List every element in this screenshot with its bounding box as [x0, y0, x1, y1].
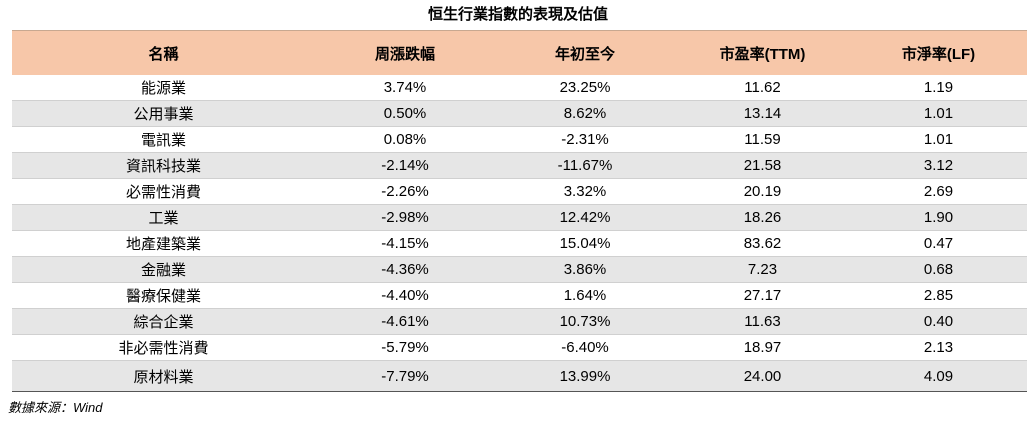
value-cell: 24.00	[675, 360, 850, 392]
value-cell: 13.14	[675, 100, 850, 127]
value-cell: 0.08%	[315, 126, 495, 153]
value-cell: 18.97	[675, 334, 850, 361]
value-cell: 1.19	[850, 75, 1027, 101]
value-cell: -4.15%	[315, 230, 495, 257]
table-row: 金融業 -4.36% 3.86% 7.23 0.68	[12, 256, 1027, 283]
header-cell: 市淨率(LF)	[850, 30, 1027, 75]
table-row: 能源業 3.74% 23.25% 11.62 1.19	[12, 75, 1027, 101]
value-cell: 21.58	[675, 152, 850, 179]
table-row: 綜合企業 -4.61% 10.73% 11.63 0.40	[12, 308, 1027, 335]
value-cell: 27.17	[675, 282, 850, 309]
value-cell: 0.68	[850, 256, 1027, 283]
sector-name: 非必需性消費	[12, 334, 315, 361]
value-cell: -4.36%	[315, 256, 495, 283]
table-row: 電訊業 0.08% -2.31% 11.59 1.01	[12, 126, 1027, 153]
value-cell: -7.79%	[315, 360, 495, 392]
value-cell: 11.62	[675, 75, 850, 101]
table-body: 能源業 3.74% 23.25% 11.62 1.19 公用事業 0.50% 8.62% 13.…	[12, 75, 1027, 392]
table-row: 必需性消費 -2.26% 3.32% 20.19 2.69	[12, 178, 1027, 205]
data-table: 名稱 周漲跌幅 年初至今 市盈率(TTM) 市淨率(LF) 能源業 3.74% 23.25%…	[12, 30, 1027, 392]
value-cell: 3.86%	[495, 256, 675, 283]
value-cell: 0.47	[850, 230, 1027, 257]
value-cell: -11.67%	[495, 152, 675, 179]
sector-name: 電訊業	[12, 126, 315, 153]
sector-name: 醫療保健業	[12, 282, 315, 309]
value-cell: 11.63	[675, 308, 850, 335]
table-row: 資訊科技業 -2.14% -11.67% 21.58 3.12	[12, 152, 1027, 179]
value-cell: -4.40%	[315, 282, 495, 309]
table-row: 非必需性消費 -5.79% -6.40% 18.97 2.13	[12, 334, 1027, 361]
value-cell: 7.23	[675, 256, 850, 283]
sector-name: 原材料業	[12, 360, 315, 392]
sector-name: 公用事業	[12, 100, 315, 127]
sector-name: 地產建築業	[12, 230, 315, 257]
header-cell: 周漲跌幅	[315, 30, 495, 75]
header-cell: 年初至今	[495, 30, 675, 75]
value-cell: -4.61%	[315, 308, 495, 335]
value-cell: 1.01	[850, 100, 1027, 127]
table-title: 恒生行業指數的表現及估值	[427, 6, 608, 23]
value-cell: -2.98%	[315, 204, 495, 231]
sector-name: 資訊科技業	[12, 152, 315, 179]
value-cell: 15.04%	[495, 230, 675, 257]
value-cell: 11.59	[675, 126, 850, 153]
sector-name: 必需性消費	[12, 178, 315, 205]
value-cell: 2.69	[850, 178, 1027, 205]
table-row: 公用事業 0.50% 8.62% 13.14 1.01	[12, 100, 1027, 127]
value-cell: -2.14%	[315, 152, 495, 179]
value-cell: 83.62	[675, 230, 850, 257]
sector-name: 金融業	[12, 256, 315, 283]
header-cell: 市盈率(TTM)	[675, 30, 850, 75]
header-row: 名稱 周漲跌幅 年初至今 市盈率(TTM) 市淨率(LF)	[12, 30, 1027, 75]
value-cell: 10.73%	[495, 308, 675, 335]
sector-name: 能源業	[12, 75, 315, 101]
value-cell: 0.50%	[315, 100, 495, 127]
sector-name: 綜合企業	[12, 308, 315, 335]
value-cell: 1.90	[850, 204, 1027, 231]
value-cell: 3.32%	[495, 178, 675, 205]
value-cell: 4.09	[850, 360, 1027, 392]
value-cell: 23.25%	[495, 75, 675, 101]
value-cell: 1.01	[850, 126, 1027, 153]
value-cell: 18.26	[675, 204, 850, 231]
source-note: 數據來源：Wind	[8, 400, 103, 415]
table-row: 工業 -2.98% 12.42% 18.26 1.90	[12, 204, 1027, 231]
value-cell: 3.74%	[315, 75, 495, 101]
value-cell: 3.12	[850, 152, 1027, 179]
value-cell: -2.26%	[315, 178, 495, 205]
table-row: 原材料業 -7.79% 13.99% 24.00 4.09	[12, 360, 1027, 392]
value-cell: -5.79%	[315, 334, 495, 361]
value-cell: 20.19	[675, 178, 850, 205]
value-cell: 13.99%	[495, 360, 675, 392]
value-cell: -6.40%	[495, 334, 675, 361]
value-cell: 0.40	[850, 308, 1027, 335]
value-cell: 1.64%	[495, 282, 675, 309]
value-cell: 8.62%	[495, 100, 675, 127]
value-cell: -2.31%	[495, 126, 675, 153]
value-cell: 2.85	[850, 282, 1027, 309]
value-cell: 12.42%	[495, 204, 675, 231]
value-cell: 2.13	[850, 334, 1027, 361]
header-cell: 名稱	[12, 30, 315, 75]
sector-name: 工業	[12, 204, 315, 231]
table-row: 醫療保健業 -4.40% 1.64% 27.17 2.85	[12, 282, 1027, 309]
table-row: 地產建築業 -4.15% 15.04% 83.62 0.47	[12, 230, 1027, 257]
